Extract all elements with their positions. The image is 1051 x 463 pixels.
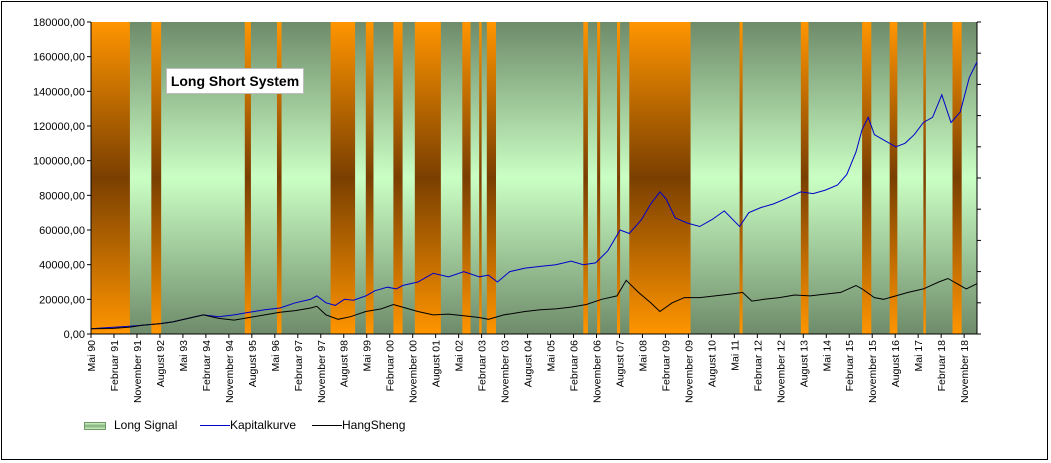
short-band-5 [365, 22, 374, 334]
x-tick-label-6: November 94 [224, 340, 236, 403]
short-band-11 [583, 22, 588, 334]
legend-swatch-kapitalkurve [200, 425, 230, 426]
x-tick-label-31: August 13 [798, 340, 810, 387]
x-tick-label-2: November 91 [132, 340, 144, 403]
x-tick-label-19: August 04 [523, 340, 535, 387]
legend-swatch-hangsheng [312, 425, 342, 426]
x-tick-label-9: Februar 97 [293, 340, 305, 392]
legend-label-long-signal: Long Signal [114, 418, 178, 432]
chart-title: Long Short System [166, 68, 304, 94]
short-band-15 [739, 22, 743, 334]
x-tick-label-30: November 12 [775, 340, 787, 403]
short-band-16 [800, 22, 809, 334]
x-tick-label-12: Mai 99 [362, 340, 374, 372]
x-tick-label-29: Februar 12 [752, 340, 764, 392]
y-tick-label-7: 140000,00 [33, 86, 85, 98]
y-tick-label-0: 0,00 [64, 329, 85, 341]
x-tick-label-36: Mai 17 [913, 340, 925, 372]
x-tick-label-32: Mai 14 [821, 340, 833, 372]
short-band-19 [923, 22, 926, 334]
short-band-0 [91, 22, 130, 334]
y-tick-label-8: 160000,00 [33, 52, 85, 64]
y-tick-label-5: 100000,00 [33, 156, 85, 168]
short-band-2 [244, 22, 251, 334]
x-tick-label-0: Mai 90 [86, 340, 98, 372]
x-tick-label-16: Mai 02 [454, 340, 466, 372]
right-axis [976, 21, 981, 335]
legend-label-kapitalkurve: Kapitalkurve [230, 418, 297, 432]
x-tick-label-22: November 06 [591, 340, 603, 403]
x-tick-label-21: Februar 06 [569, 340, 581, 392]
x-tick-label-33: Februar 15 [844, 340, 856, 392]
short-band-17 [862, 22, 872, 334]
short-band-1 [151, 22, 162, 334]
short-band-10 [486, 22, 497, 334]
x-tick-label-25: Februar 09 [660, 340, 672, 392]
legend-label-hangsheng: HangSheng [342, 418, 406, 432]
x-tick-label-37: Februar 18 [936, 340, 948, 392]
x-tick-label-27: August 10 [706, 340, 718, 387]
series-line-hangsheng [90, 277, 978, 330]
series-line-kapitalkurve [90, 61, 978, 330]
y-tick-label-4: 80000,00 [39, 190, 85, 202]
x-tick-label-15: August 01 [431, 340, 443, 387]
y-tick-label-1: 20000,00 [39, 294, 85, 306]
x-tick-label-3: August 92 [155, 340, 167, 387]
x-tick-label-14: November 00 [408, 340, 420, 403]
x-tick-label-10: November 97 [316, 340, 328, 403]
x-tick-label-26: November 09 [683, 340, 695, 403]
short-band-4 [330, 22, 356, 334]
x-tick-label-13: Februar 00 [385, 340, 397, 392]
short-band-3 [276, 22, 282, 334]
x-tick-label-5: Februar 94 [201, 340, 213, 392]
short-band-13 [617, 22, 621, 334]
y-tick-label-3: 60000,00 [39, 225, 85, 237]
x-tick-label-35: August 16 [890, 340, 902, 387]
x-tick-label-7: August 95 [247, 340, 259, 387]
x-tick-label-38: November 18 [959, 340, 971, 403]
x-tick-label-8: Mai 96 [270, 340, 282, 372]
x-tick-label-20: Mai 05 [546, 340, 558, 372]
x-tick-label-23: August 07 [614, 340, 626, 387]
short-band-20 [952, 22, 962, 334]
short-band-7 [414, 22, 441, 334]
x-tick-label-18: November 03 [500, 340, 512, 403]
short-band-14 [629, 22, 691, 334]
y-axis: 0,00 20000,00 40000,00 60000,00 80000,00 1000… [33, 17, 92, 341]
y-tick-label-9: 180000,00 [33, 17, 85, 29]
x-tick-label-17: Februar 03 [477, 340, 489, 392]
x-tick-label-4: Mai 93 [178, 340, 190, 372]
short-band-9 [479, 22, 482, 334]
series-lines [90, 61, 978, 330]
short-band-18 [889, 22, 898, 334]
x-tick-label-34: November 15 [867, 340, 879, 403]
short-band-6 [393, 22, 403, 334]
y-tick-label-2: 40000,00 [39, 260, 85, 272]
x-tick-label-28: Mai 11 [729, 340, 741, 371]
short-signal-bands [91, 22, 962, 334]
x-tick-label-24: Mai 08 [637, 340, 649, 372]
x-tick-label-1: Februar 91 [109, 340, 121, 392]
x-tick-label-11: August 98 [339, 340, 351, 387]
short-band-8 [462, 22, 471, 334]
y-tick-label-6: 120000,00 [33, 121, 85, 133]
x-axis: Mai 90 Februar 91 November 91 August 92 Mai … [86, 333, 977, 403]
legend-swatch-long-signal [84, 422, 106, 430]
short-band-12 [597, 22, 601, 334]
